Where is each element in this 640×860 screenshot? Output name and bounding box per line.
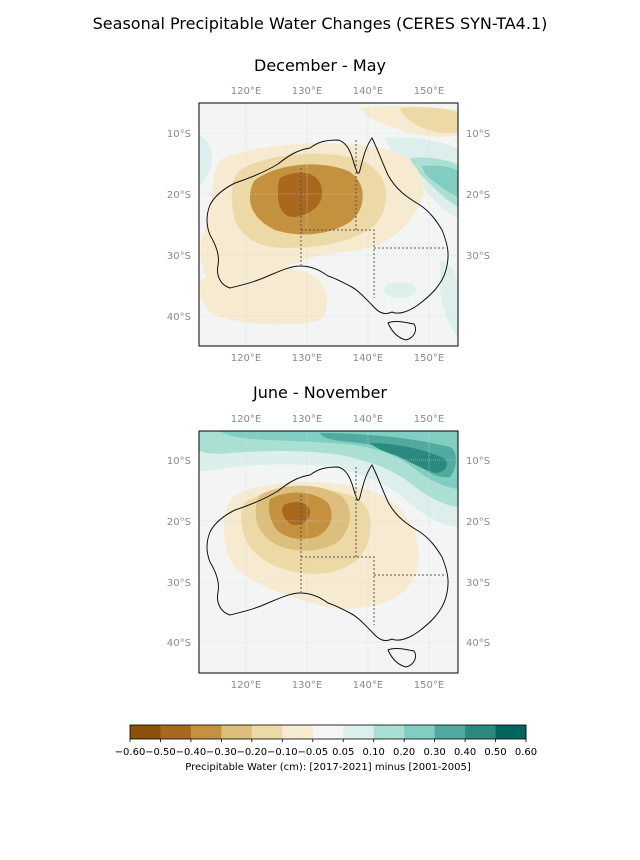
- contour-dec-may-pos-5: [440, 260, 458, 338]
- colorbar-tick-label: −0.40: [176, 747, 207, 758]
- colorbar-swatch: [312, 725, 344, 739]
- colorbar-tick-label: 0.50: [484, 747, 506, 758]
- lat-tick-left: 20°S: [167, 190, 191, 201]
- colorbar-tick-label: 0.40: [454, 747, 476, 758]
- colorbar-swatch: [130, 725, 161, 739]
- lat-tick-left: 20°S: [167, 517, 191, 528]
- colorbar-tick-label: −0.60: [115, 747, 146, 758]
- lat-tick-left: 40°S: [167, 638, 191, 649]
- colorbar: −0.60 −0.50 −0.40 −0.30 −0.20 −0.10 −0.05 0.05 0…: [115, 724, 537, 758]
- colorbar-tick-label: 0.10: [363, 747, 385, 758]
- contour-dec-may-pos-4: [199, 135, 212, 190]
- colorbar-tick-label: −0.50: [145, 747, 176, 758]
- lat-tick-right: 20°S: [466, 517, 490, 528]
- lat-tick-right: 10°S: [466, 456, 490, 467]
- lat-tick-right: 10°S: [466, 129, 490, 140]
- lon-tick-top: 120°E: [231, 86, 261, 97]
- contour-jun-nov-pos-5: [370, 443, 447, 473]
- map-panel-jun-nov: 120°E 130°E 140°E 150°E 120°E 130°E 140°…: [167, 414, 490, 691]
- contour-dec-may-pos-3: [422, 165, 458, 198]
- lon-tick-bottom: 140°E: [353, 353, 383, 364]
- colorbar-tick-label: −0.05: [297, 747, 328, 758]
- lon-tick-top: 150°E: [414, 86, 444, 97]
- lat-tick-left: 10°S: [167, 129, 191, 140]
- lat-tick-left: 30°S: [167, 578, 191, 589]
- colorbar-swatch: [282, 725, 314, 739]
- colorbar-swatch: [160, 725, 192, 739]
- contour-jun-nov-neg-5: [282, 501, 310, 525]
- colorbar-frame: [129, 724, 527, 740]
- lat-tick-left: 40°S: [167, 312, 191, 323]
- lat-tick-right: 20°S: [466, 190, 490, 201]
- lon-tick-top: 120°E: [231, 414, 261, 425]
- panel-title-dec-may: December - May: [254, 56, 386, 75]
- australia-coastline: [206, 137, 449, 341]
- colorbar-swatches: [130, 725, 527, 739]
- lon-tick-top: 140°E: [353, 86, 383, 97]
- colorbar-tick-label: −0.20: [237, 747, 268, 758]
- lat-tick-right: 30°S: [466, 578, 490, 589]
- lon-tick-bottom: 150°E: [414, 680, 444, 691]
- colorbar-tick-label: 0.30: [423, 747, 445, 758]
- colorbar-label: Precipitable Water (cm): [2017-2021] min…: [185, 762, 471, 773]
- colorbar-swatch: [404, 725, 436, 739]
- lon-tick-top: 150°E: [414, 414, 444, 425]
- lat-tick-right: 30°S: [466, 251, 490, 262]
- state-borders: [300, 140, 446, 298]
- lon-tick-bottom: 120°E: [231, 353, 261, 364]
- map-frame: [198, 102, 459, 347]
- colorbar-tick-label: 0.05: [332, 747, 354, 758]
- lat-tick-left: 30°S: [167, 251, 191, 262]
- lon-tick-bottom: 140°E: [353, 680, 383, 691]
- contour-dec-may-pos-6: [384, 282, 416, 298]
- colorbar-swatch: [221, 725, 253, 739]
- colorbar-swatch: [495, 725, 527, 739]
- contour-dec-may-neg-4: [400, 107, 458, 133]
- colorbar-swatch: [465, 725, 497, 739]
- colorbar-tick-label: −0.30: [206, 747, 237, 758]
- map-frame: [198, 430, 459, 674]
- colorbar-swatch: [434, 725, 466, 739]
- lon-tick-bottom: 150°E: [414, 353, 444, 364]
- lon-tick-bottom: 130°E: [292, 353, 322, 364]
- lon-tick-bottom: 130°E: [292, 680, 322, 691]
- australia-coastline: [206, 464, 449, 668]
- colorbar-swatch: [373, 725, 405, 739]
- colorbar-tick-label: −0.10: [267, 747, 298, 758]
- colorbar-swatch: [190, 725, 222, 739]
- colorbar-tick-label: 0.20: [393, 747, 415, 758]
- colorbar-ticks: −0.60 −0.50 −0.40 −0.30 −0.20 −0.10 −0.05 0.05 0…: [115, 739, 537, 758]
- colorbar-tick-label: 0.60: [515, 747, 537, 758]
- map-panel-dec-may: 120°E 130°E 140°E 150°E 120°E 130°E 140°…: [167, 86, 490, 364]
- colorbar-swatch: [251, 725, 283, 739]
- colorbar-swatch: [343, 725, 375, 739]
- lat-tick-left: 10°S: [167, 456, 191, 467]
- contour-dec-may-neg-2: [199, 268, 328, 325]
- lon-tick-top: 130°E: [292, 86, 322, 97]
- panel-title-jun-nov: June - November: [252, 383, 388, 402]
- lon-tick-bottom: 120°E: [231, 680, 261, 691]
- figure-title: Seasonal Precipitable Water Changes (CER…: [92, 14, 548, 33]
- lon-tick-top: 130°E: [292, 414, 322, 425]
- lon-tick-top: 140°E: [353, 414, 383, 425]
- contour-dec-may-neg-7: [278, 172, 323, 218]
- lat-tick-right: 40°S: [466, 638, 490, 649]
- map-gridlines: [199, 103, 458, 346]
- state-borders: [300, 467, 446, 625]
